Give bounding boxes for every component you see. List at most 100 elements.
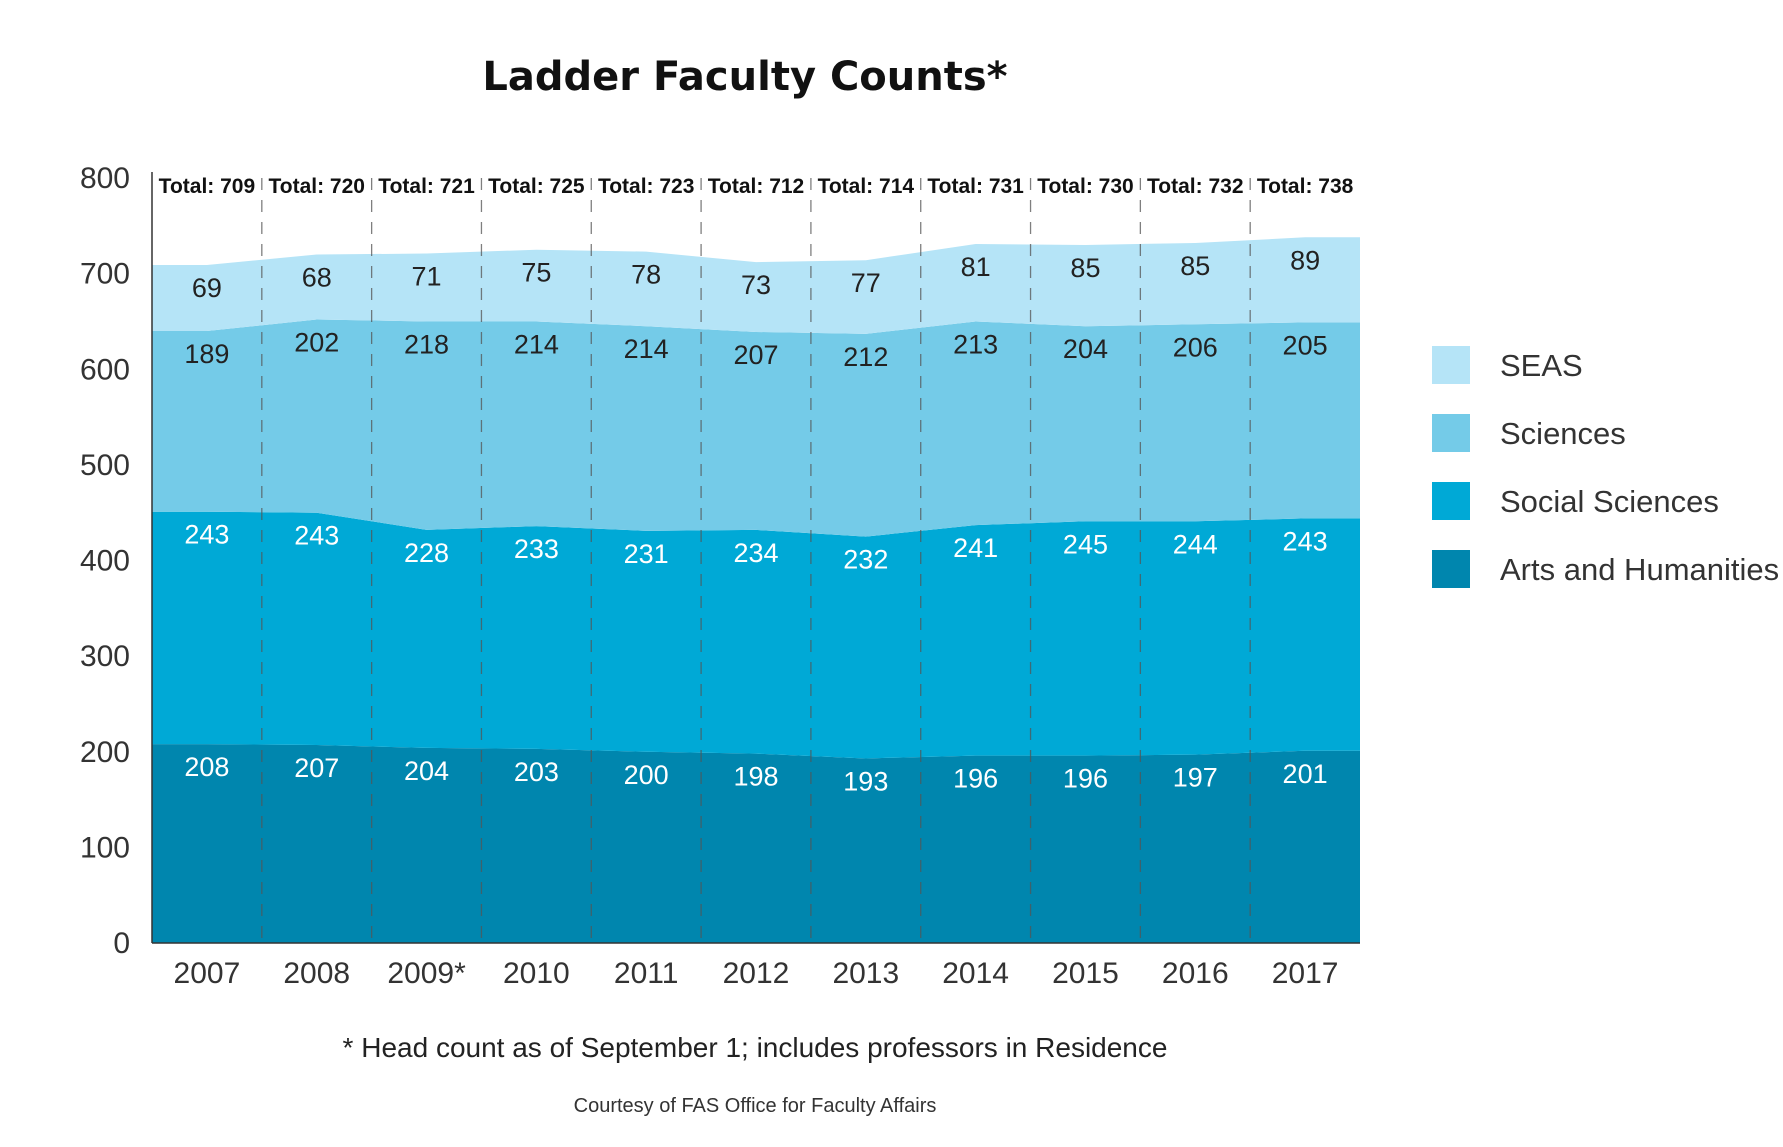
data-label-social-sciences: 234 — [733, 538, 778, 568]
legend-label: Sciences — [1500, 416, 1626, 451]
data-label-seas: 73 — [741, 270, 771, 300]
x-tick-label: 2011 — [614, 957, 679, 990]
data-label-sciences: 212 — [843, 342, 888, 372]
x-tick-label: 2010 — [503, 957, 570, 990]
total-label: Total: 730 — [1037, 175, 1133, 198]
total-label: Total: 709 — [159, 175, 255, 198]
footnote: * Head count as of September 1; includes… — [343, 1032, 1168, 1063]
data-label-arts-and-humanities: 193 — [843, 766, 888, 796]
data-label-sciences: 207 — [733, 340, 778, 370]
data-label-arts-and-humanities: 200 — [624, 760, 669, 790]
y-tick-label: 100 — [80, 831, 130, 864]
y-tick-label: 500 — [80, 449, 130, 482]
legend: SEAS Sciences Social Sciences Arts and Huma… — [1432, 346, 1779, 588]
data-label-arts-and-humanities: 196 — [1063, 764, 1108, 794]
data-label-arts-and-humanities: 201 — [1283, 759, 1328, 789]
legend-swatch — [1432, 482, 1470, 520]
data-label-seas: 68 — [302, 263, 332, 293]
y-tick-label: 800 — [80, 162, 130, 195]
data-label-sciences: 214 — [624, 334, 669, 364]
data-label-arts-and-humanities: 203 — [514, 757, 559, 787]
x-tick-label: 2008 — [283, 957, 350, 990]
x-tick-label: 2013 — [832, 957, 899, 990]
total-label: Total: 721 — [378, 175, 475, 198]
data-label-seas: 85 — [1070, 253, 1100, 283]
data-label-social-sciences: 243 — [294, 521, 339, 551]
legend-item-seas: SEAS — [1432, 346, 1583, 384]
y-tick-label: 0 — [113, 927, 130, 960]
area-sciences — [152, 319, 1360, 537]
x-tick-label: 2012 — [723, 957, 790, 990]
data-label-arts-and-humanities: 208 — [184, 752, 229, 782]
data-label-seas: 71 — [412, 262, 442, 292]
data-label-arts-and-humanities: 196 — [953, 764, 998, 794]
data-label-social-sciences: 243 — [1283, 526, 1328, 556]
total-labels: Total: 709 Total: 720 Total: 721 Total: 725… — [159, 175, 1354, 198]
area-social-sciences — [152, 511, 1360, 759]
data-label-social-sciences: 228 — [404, 538, 449, 568]
legend-label: Arts and Humanities — [1500, 552, 1779, 587]
data-labels: 208 207 204 203 200 198 193 196 196 197 201 243 243 2… — [184, 245, 1327, 796]
data-label-seas: 77 — [851, 268, 881, 298]
total-label: Total: 714 — [818, 175, 915, 198]
y-tick-label: 700 — [80, 258, 130, 291]
data-label-seas: 89 — [1290, 245, 1320, 275]
data-label-seas: 75 — [521, 258, 551, 288]
data-label-social-sciences: 243 — [184, 520, 229, 550]
y-tick-label: 300 — [80, 640, 130, 673]
legend-item-sciences: Sciences — [1432, 414, 1626, 452]
axes — [151, 172, 1360, 944]
x-tick-label: 2007 — [174, 957, 241, 990]
data-label-seas: 78 — [631, 260, 661, 290]
data-label-social-sciences: 245 — [1063, 529, 1108, 559]
total-label: Total: 712 — [708, 175, 804, 198]
data-label-seas: 81 — [961, 252, 991, 282]
data-label-sciences: 204 — [1063, 334, 1108, 364]
legend-label: Social Sciences — [1500, 484, 1719, 519]
data-label-arts-and-humanities: 204 — [404, 756, 449, 786]
total-label: Total: 723 — [598, 175, 694, 198]
year-dividers — [261, 178, 1251, 943]
data-label-social-sciences: 233 — [514, 534, 559, 564]
area-seas — [152, 237, 1360, 334]
chart-title: Ladder Faculty Counts* — [482, 54, 1007, 100]
data-label-arts-and-humanities: 207 — [294, 753, 339, 783]
total-label: Total: 732 — [1147, 175, 1243, 198]
legend-item-social-sciences: Social Sciences — [1432, 482, 1719, 520]
x-tick-label: 2016 — [1162, 957, 1229, 990]
data-label-sciences: 213 — [953, 329, 998, 359]
data-label-social-sciences: 231 — [624, 539, 669, 569]
total-label: Total: 725 — [488, 175, 585, 198]
area-arts-and-humanities — [152, 744, 1360, 943]
data-label-seas: 69 — [192, 273, 222, 303]
data-label-sciences: 189 — [184, 339, 229, 369]
stacked-areas — [152, 237, 1360, 943]
legend-swatch — [1432, 414, 1470, 452]
x-axis-ticks: 2007 2008 2009* 2010 2011 2012 2013 2014 2015 201… — [174, 957, 1339, 990]
data-label-social-sciences: 244 — [1173, 529, 1218, 559]
legend-swatch — [1432, 550, 1470, 588]
data-label-sciences: 202 — [294, 328, 339, 358]
x-tick-label: 2015 — [1052, 957, 1119, 990]
x-tick-label: 2009* — [387, 957, 466, 990]
legend-item-arts-and-humanities: Arts and Humanities — [1432, 550, 1779, 588]
total-label: Total: 731 — [927, 175, 1024, 198]
x-tick-label: 2017 — [1272, 957, 1339, 990]
data-label-seas: 85 — [1180, 251, 1210, 281]
data-label-social-sciences: 232 — [843, 545, 888, 575]
data-label-sciences: 214 — [514, 329, 559, 359]
y-axis-ticks: 0 100 200 300 400 500 600 700 800 — [80, 162, 130, 960]
data-label-social-sciences: 241 — [953, 533, 998, 563]
total-label: Total: 738 — [1257, 175, 1354, 198]
y-tick-label: 400 — [80, 545, 130, 578]
legend-swatch — [1432, 346, 1470, 384]
credit-line: Courtesy of FAS Office for Faculty Affai… — [574, 1095, 937, 1117]
data-label-sciences: 205 — [1283, 330, 1328, 360]
legend-label: SEAS — [1500, 348, 1583, 383]
total-label: Total: 720 — [268, 175, 364, 198]
data-label-arts-and-humanities: 198 — [733, 762, 778, 792]
data-label-arts-and-humanities: 197 — [1173, 763, 1218, 793]
y-tick-label: 200 — [80, 736, 130, 769]
y-tick-label: 600 — [80, 353, 130, 386]
